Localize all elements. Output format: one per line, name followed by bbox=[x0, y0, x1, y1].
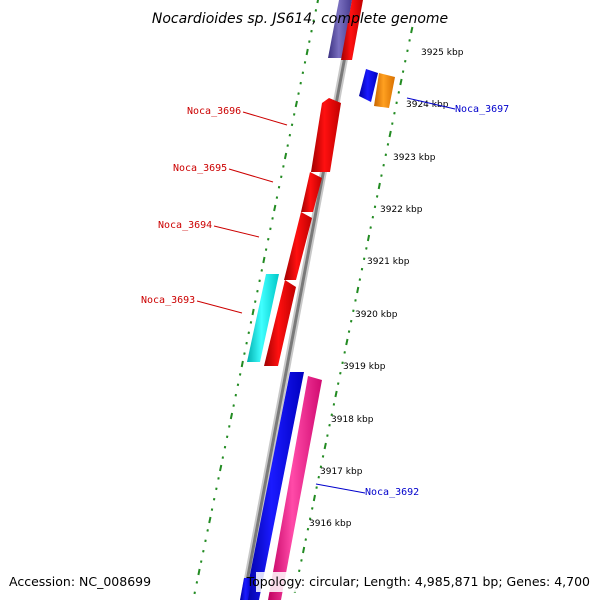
right-tick-minor bbox=[306, 539, 307, 541]
right-tick-major bbox=[400, 79, 401, 85]
label-noca-3692[interactable]: Noca_3692 bbox=[365, 487, 419, 498]
left-tick-minor bbox=[292, 124, 293, 126]
summary-text: Topology: circular; Length: 4,985,871 bp… bbox=[246, 574, 590, 589]
scale-label-3923: 3923 kbp bbox=[393, 153, 436, 163]
right-tick-minor bbox=[329, 424, 330, 426]
scale-label-3918: 3918 kbp bbox=[331, 415, 374, 425]
right-tick-minor bbox=[301, 559, 302, 561]
right-tick-minor bbox=[349, 331, 350, 333]
left-tick-major bbox=[220, 465, 221, 471]
left-tick-major bbox=[263, 257, 264, 263]
right-tick-minor bbox=[323, 455, 324, 457]
left-tick-minor bbox=[214, 498, 215, 500]
left-tick-minor bbox=[257, 290, 258, 292]
right-tick-minor bbox=[299, 570, 300, 572]
left-tick-minor bbox=[279, 186, 280, 188]
right-tick-major bbox=[314, 495, 315, 501]
right-tick-major bbox=[325, 443, 326, 449]
right-tick-minor bbox=[373, 216, 374, 218]
left-tick-minor bbox=[290, 134, 291, 136]
label-noca-3695[interactable]: Noca_3695 bbox=[173, 163, 227, 174]
right-tick-minor bbox=[353, 310, 354, 312]
left-tick-minor bbox=[216, 488, 217, 490]
right-tick-minor bbox=[394, 112, 395, 114]
label-noca-3696[interactable]: Noca_3696 bbox=[187, 106, 241, 117]
left-tick-minor bbox=[272, 217, 273, 219]
accession-text: Accession: NC_008699 bbox=[9, 574, 151, 589]
right-tick-major bbox=[335, 391, 336, 397]
right-tick-minor bbox=[383, 164, 384, 166]
left-tick-minor bbox=[268, 238, 269, 240]
right-tick-major bbox=[303, 547, 304, 553]
left-tick-minor bbox=[255, 301, 256, 303]
left-tick-minor bbox=[309, 41, 310, 43]
left-tick-major bbox=[296, 101, 297, 107]
label-noca-3693[interactable]: Noca_3693 bbox=[141, 295, 195, 306]
left-tick-minor bbox=[197, 581, 198, 583]
scale-label-3916: 3916 kbp bbox=[309, 519, 352, 529]
left-tick-minor bbox=[281, 176, 282, 178]
right-tick-minor bbox=[364, 258, 365, 260]
right-tick-minor bbox=[319, 476, 320, 478]
right-tick-major bbox=[346, 339, 347, 345]
scale-label-3921: 3921 kbp bbox=[367, 257, 410, 267]
left-tick-minor bbox=[203, 550, 204, 552]
left-tick-minor bbox=[227, 436, 228, 438]
right-tick-major bbox=[357, 287, 358, 293]
right-tick-minor bbox=[340, 372, 341, 374]
left-tick-major bbox=[307, 49, 308, 55]
left-tick-minor bbox=[240, 373, 241, 375]
scale-label-3919: 3919 kbp bbox=[343, 362, 386, 372]
right-tick-major bbox=[368, 235, 369, 241]
left-tick-minor bbox=[262, 269, 263, 271]
label-noca-3694[interactable]: Noca_3694 bbox=[158, 220, 212, 231]
left-tick-minor bbox=[303, 72, 304, 74]
left-tick-major bbox=[285, 153, 286, 159]
left-tick-major bbox=[253, 309, 254, 315]
map-title: Nocardioides sp. JS614, complete genome bbox=[152, 11, 448, 27]
scale-label-3924: 3924 kbp bbox=[406, 100, 449, 110]
right-tick-minor bbox=[407, 50, 408, 52]
right-tick-minor bbox=[366, 247, 367, 249]
left-tick-major bbox=[242, 361, 243, 367]
left-tick-major bbox=[274, 205, 275, 211]
left-tick-major bbox=[209, 517, 210, 523]
left-tick-minor bbox=[244, 353, 245, 355]
right-tick-minor bbox=[405, 60, 406, 62]
left-tick-major bbox=[231, 413, 232, 419]
left-tick-minor bbox=[233, 405, 234, 407]
left-tick-major bbox=[198, 569, 199, 575]
right-tick-minor bbox=[388, 143, 389, 145]
left-tick-major bbox=[317, 0, 318, 3]
left-tick-minor bbox=[238, 384, 239, 386]
right-tick-minor bbox=[360, 279, 361, 281]
right-tick-minor bbox=[312, 507, 313, 509]
right-tick-major bbox=[411, 27, 412, 33]
right-tick-minor bbox=[381, 175, 382, 177]
left-tick-minor bbox=[298, 93, 299, 95]
scale-label-3917: 3917 kbp bbox=[320, 467, 363, 477]
left-tick-minor bbox=[251, 321, 252, 323]
right-tick-minor bbox=[377, 195, 378, 197]
right-tick-minor bbox=[370, 227, 371, 229]
right-tick-major bbox=[379, 183, 380, 189]
scale-label-3925: 3925 kbp bbox=[421, 48, 464, 58]
left-tick-minor bbox=[249, 332, 250, 334]
label-noca-3697[interactable]: Noca_3697 bbox=[455, 104, 509, 115]
scale-label-3922: 3922 kbp bbox=[380, 205, 423, 215]
scale-label-3920: 3920 kbp bbox=[355, 310, 398, 320]
right-tick-major bbox=[390, 131, 391, 137]
left-tick-minor bbox=[207, 529, 208, 531]
